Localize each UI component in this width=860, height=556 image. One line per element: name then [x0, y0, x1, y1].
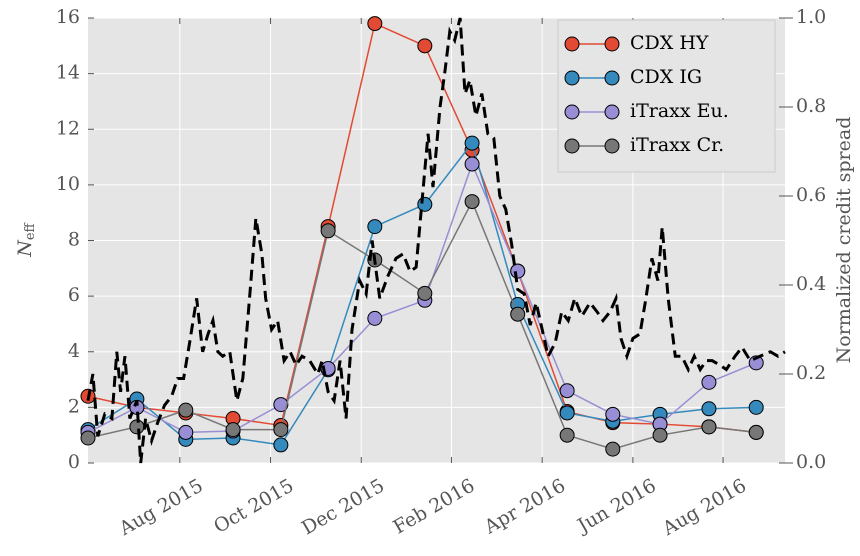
series-marker	[225, 422, 241, 438]
series-marker	[367, 16, 383, 32]
x-tick-label: Aug 2016	[658, 475, 750, 541]
y-label-sub: eff	[23, 221, 38, 240]
y-tick-label: 4	[68, 340, 80, 362]
y-tick-label: 0	[68, 451, 80, 473]
legend-label: CDX IG	[630, 66, 702, 88]
x-tick-label: Aug 2015	[115, 475, 207, 541]
series-marker	[510, 263, 526, 279]
y2-tick-label: 0.4	[796, 273, 826, 295]
y-tick-label: 14	[56, 62, 80, 84]
series-marker	[178, 424, 194, 440]
y-label-main: N	[14, 239, 36, 258]
legend: CDX HY CDX IG iTraxx Eu. iTraxx Cr.	[557, 19, 776, 173]
y-tick-label: 2	[68, 395, 80, 417]
legend-marker	[604, 36, 620, 52]
series-marker	[273, 437, 289, 453]
y-tick-label: 16	[56, 6, 80, 28]
series-marker	[367, 219, 383, 235]
series-marker	[464, 156, 480, 172]
series-marker	[417, 285, 433, 301]
series-marker	[701, 401, 717, 417]
series-marker	[464, 135, 480, 151]
legend-label: iTraxx Cr.	[630, 134, 724, 156]
series-marker	[701, 374, 717, 390]
y2-axis-label: Normalized credit spread	[833, 117, 855, 364]
legend-label: CDX HY	[630, 32, 709, 54]
series-marker	[559, 427, 575, 443]
legend-marker	[604, 104, 620, 120]
y-tick-label: 10	[56, 173, 80, 195]
x-tick-label: Jun 2016	[572, 475, 660, 538]
series-marker	[748, 355, 764, 371]
legend-label: iTraxx Eu.	[630, 100, 729, 122]
y-tick-label: 6	[68, 284, 80, 306]
y2-tick-label: 0.2	[796, 362, 826, 384]
series-marker	[652, 427, 668, 443]
grid	[88, 17, 785, 464]
series-marker	[320, 223, 336, 239]
legend-marker	[564, 70, 580, 86]
y2-tick-label: 0.0	[796, 451, 826, 473]
series-marker	[178, 402, 194, 418]
series-marker	[80, 430, 96, 446]
series-marker	[273, 397, 289, 413]
series-marker	[559, 405, 575, 421]
series-marker	[273, 422, 289, 438]
y-tick-label: 8	[68, 229, 80, 251]
legend-marker	[564, 138, 580, 154]
series-marker	[701, 419, 717, 435]
x-tick-label: Apr 2016	[480, 475, 569, 539]
y-axis-label: Neff	[14, 221, 38, 257]
x-tick-label: Dec 2015	[298, 475, 388, 540]
series-line	[86, 17, 786, 464]
series-marker	[417, 196, 433, 212]
series-marker	[605, 406, 621, 422]
legend-marker	[564, 104, 580, 120]
legend-marker	[564, 36, 580, 52]
y2-tick-label: 0.8	[796, 95, 826, 117]
x-tick-label: Oct 2015	[210, 475, 297, 538]
series-marker	[417, 38, 433, 54]
series-marker	[748, 424, 764, 440]
series-marker	[605, 441, 621, 457]
y2-tick-label: 1.0	[796, 6, 826, 28]
series-marker	[510, 306, 526, 322]
y2-tick-label: 0.6	[796, 184, 826, 206]
legend-marker	[604, 70, 620, 86]
marks	[80, 16, 786, 464]
series-marker	[464, 194, 480, 210]
x-tick-label: Feb 2016	[390, 475, 479, 539]
series-marker	[559, 383, 575, 399]
series-marker	[748, 399, 764, 415]
series-marker	[367, 310, 383, 326]
y-tick-label: 12	[56, 117, 80, 139]
legend-marker	[604, 138, 620, 154]
